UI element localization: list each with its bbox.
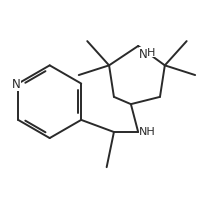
Text: H: H [147,48,156,58]
Text: N: N [139,48,148,61]
Text: N: N [11,78,20,90]
Text: NH: NH [139,126,156,136]
